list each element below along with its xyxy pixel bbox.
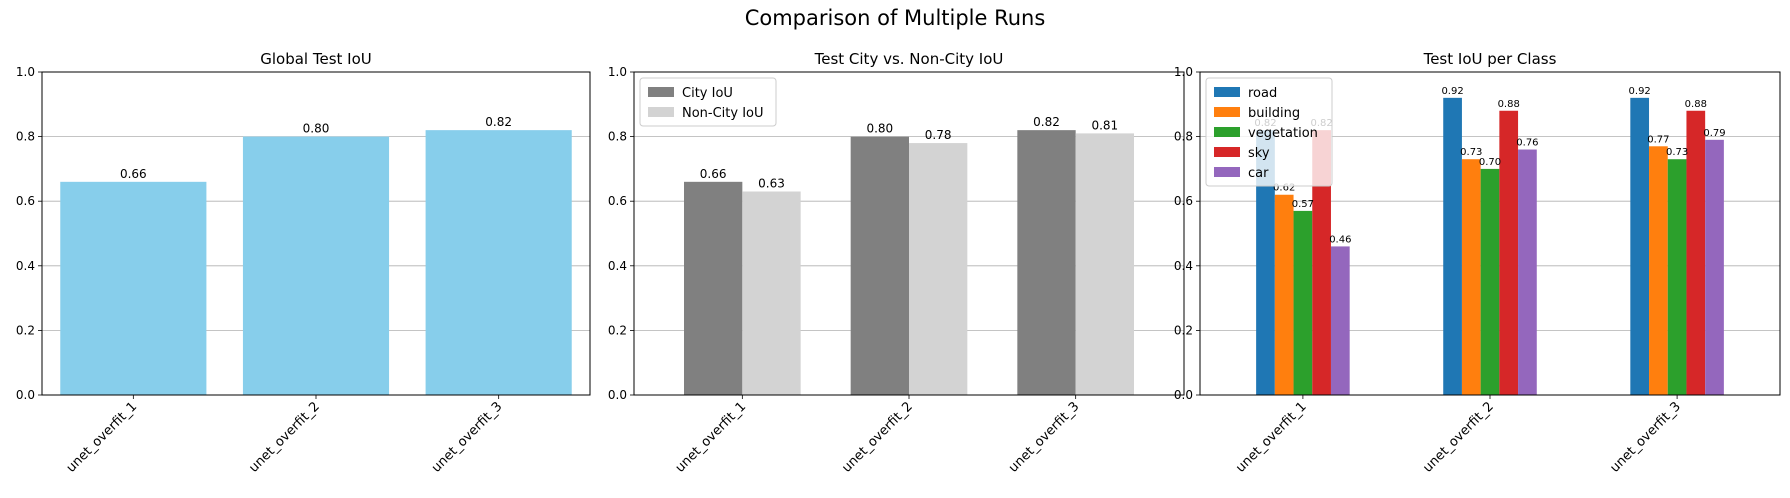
panel3-legend-label: car [1248,166,1269,181]
panel3-legend-swatch [1214,127,1240,137]
panel3-bar-label: 0.92 [1629,86,1651,97]
panel3-bar-label: 0.73 [1666,147,1688,158]
panel3-bar-car [1330,246,1350,395]
panel2-title: Test City vs. Non-City IoU [814,50,1004,68]
panel3-bar-label: 0.92 [1441,86,1463,97]
panel3-bar-building [1649,146,1668,395]
panel3-bar-sky [1686,110,1706,395]
panel3-legend-swatch [1214,147,1240,157]
panel1-bar-value [242,136,390,395]
panel3-legend-swatch [1214,167,1240,177]
panel2-axes-frame [633,71,1185,396]
panel3-bar-label: 0.46 [1329,234,1351,245]
panel1-title: Global Test IoU [260,50,372,68]
panel2-ytick-label: 0.6 [608,194,627,208]
panel3-axes-frame [1199,71,1781,396]
panel3-bar-label: 0.70 [1479,157,1501,168]
panel3-bar-label: 0.62 [1273,183,1295,194]
panel3-bar-building [1461,159,1481,395]
panel3-legend-label: building [1248,106,1300,121]
panel2-ytick-label: 0.0 [608,388,627,402]
panel3-ytick-label: 0.8 [1174,130,1193,144]
panel3-ytick-label: 0.4 [1174,259,1193,273]
panel3-bar-car [1705,139,1724,395]
panel2-bar-label: 0.63 [758,177,785,191]
panel1-axes-frame [41,71,591,396]
panel1-bar-value [425,130,572,395]
figure-suptitle: Comparison of Multiple Runs [744,6,1046,30]
panel2-bar-non-city-iou [909,143,968,395]
panel3-bar-road [1443,97,1462,395]
panel3-legend-swatch [1214,87,1240,97]
panel3-bar-sky [1312,130,1331,395]
panel1-ytick-label: 0.8 [16,130,35,144]
panel1-ytick-label: 0.6 [16,194,35,208]
panel3-bar-label: 0.73 [1460,147,1482,158]
panel2-bar-label: 0.66 [700,167,727,181]
panel2-bar-city-iou [850,136,909,395]
panel3-legend-swatch [1214,107,1240,117]
panel2-bar-label: 0.78 [925,128,952,142]
panel2-bar-non-city-iou [1075,133,1134,395]
panel3-ytick-label: 0.2 [1174,323,1193,337]
panel3-ytick-label: 0.6 [1174,194,1193,208]
panel3-legend-label: vegetation [1248,126,1318,141]
panel1-xtick-label: unet_overfit_2 [246,399,322,475]
panel3-title: Test IoU per Class [1423,50,1557,68]
panel3-xtick-label: unet_overfit_3 [1607,399,1683,475]
panel3-bar-sky [1499,110,1519,395]
panel3-bar-vegetation [1667,159,1687,395]
panel3-bar-car [1518,149,1537,395]
panel3-bar-label: 0.88 [1685,99,1707,110]
panel1-ytick-label: 0.0 [16,388,35,402]
panel2-xtick-label: unet_overfit_2 [839,399,915,475]
panel2-xtick-label: unet_overfit_1 [673,399,749,475]
panel3-bar-building [1274,194,1294,395]
panel1-bar-value [60,181,207,395]
panel3-bar-label: 0.88 [1498,99,1520,110]
panel3-bar-vegetation [1293,210,1313,395]
panel2-bar-label: 0.81 [1091,118,1118,132]
panel2-bar-non-city-iou [742,191,801,395]
panel3-bar-road [1256,130,1275,395]
panel2-legend-swatch [648,107,674,117]
panel1-ytick-label: 0.2 [16,323,35,337]
panel1-bar-label: 0.82 [485,115,512,129]
panel1-bar-label: 0.80 [303,122,330,136]
panel3-xtick-label: unet_overfit_2 [1420,399,1496,475]
panel2-bar-city-iou [1017,130,1076,395]
panel3-ytick-label: 1.0 [1174,65,1193,79]
panel3-bar-label: 0.79 [1703,128,1725,139]
panel2-ytick-label: 1.0 [608,65,627,79]
panel3-legend-box [1205,77,1333,187]
panel2-legend-label: City IoU [682,86,733,101]
panel1-xtick-label: unet_overfit_3 [429,399,505,475]
panel3-bar-label: 0.57 [1292,199,1314,210]
panel1-ytick-label: 1.0 [16,65,35,79]
panel2-ytick-label: 0.8 [608,130,627,144]
panel2-ytick-label: 0.4 [608,259,627,273]
panel3-bar-label: 0.77 [1647,134,1669,145]
panel2-bar-label: 0.80 [866,122,893,136]
panel3-bar-vegetation [1480,168,1500,395]
panel1-xtick-label: unet_overfit_1 [64,399,140,475]
panel3-ytick-label: 0.0 [1174,388,1193,402]
panel2-ytick-label: 0.2 [608,323,627,337]
panel3-bar-label: 0.76 [1516,138,1538,149]
panel3-legend-label: road [1248,86,1277,101]
panel2-bar-label: 0.82 [1033,115,1060,129]
panel2-xtick-label: unet_overfit_3 [1006,399,1082,475]
panel2-legend-swatch [648,87,674,97]
panel3-bar-road [1630,97,1650,395]
panel3-xtick-label: unet_overfit_1 [1233,399,1309,475]
panel1-bar-label: 0.66 [120,167,147,181]
panel3-legend-label: sky [1248,146,1270,161]
panel1-ytick-label: 0.4 [16,259,35,273]
panel2-bar-city-iou [684,181,743,395]
panel2-legend-label: Non-City IoU [682,106,764,121]
